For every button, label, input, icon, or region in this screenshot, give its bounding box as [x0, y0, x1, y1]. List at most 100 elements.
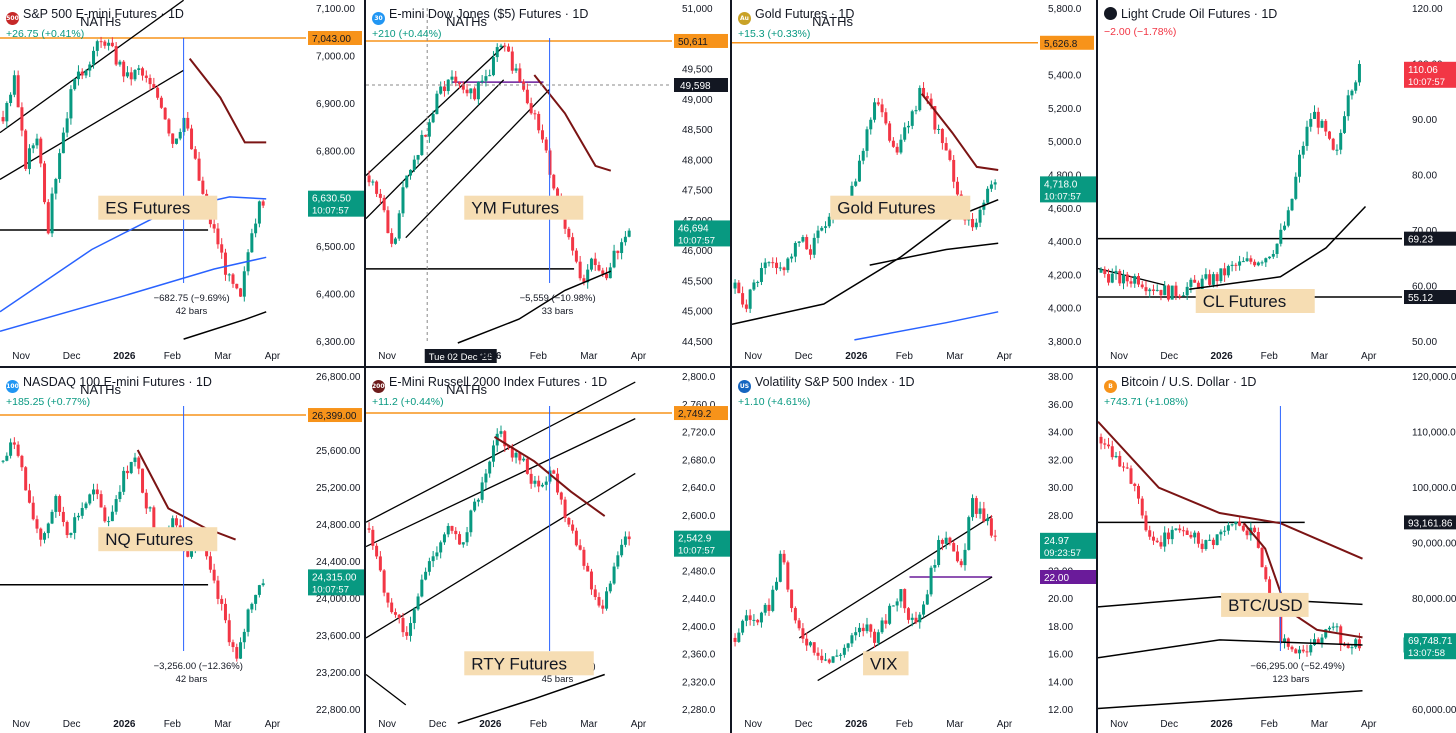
candle-body: [1268, 579, 1272, 594]
chart-title[interactable]: Bitcoin / U.S. Dollar · 1D: [1121, 375, 1257, 389]
chart-panel[interactable]: 120,000.00 110,000.00 100,000.00 90,000.00 8…: [1098, 368, 1456, 733]
candle-body: [1354, 639, 1358, 648]
price-change: +1.10 (+4.61%): [738, 396, 811, 408]
candle-body: [114, 46, 118, 65]
candle-body: [971, 218, 975, 228]
y-tick-label: 36.00: [1048, 400, 1073, 411]
ath-price-value: 5,626.8: [1044, 39, 1078, 50]
chart-title[interactable]: E-mini Dow Jones ($5) Futures · 1D: [389, 7, 589, 21]
y-tick-label: 48,500: [682, 125, 713, 136]
big-label-box: [464, 195, 584, 220]
candle-body: [1099, 436, 1103, 444]
symbol-icon: 500: [6, 12, 19, 25]
candle-body: [95, 489, 99, 495]
y-tick-label: 80,000.00: [1412, 594, 1456, 605]
chart-panel[interactable]: 120.00100.0090.0080.0070.0060.0050.00Nov…: [1098, 0, 1456, 365]
candle-body: [469, 510, 473, 533]
x-tick-label: Feb: [530, 719, 548, 730]
candle-body: [778, 553, 782, 582]
candle-body: [46, 202, 50, 234]
candle-body: [1335, 149, 1339, 151]
candle-body: [605, 273, 609, 279]
candle-body: [510, 51, 514, 71]
candle-body: [1223, 530, 1227, 532]
candle-body: [1193, 532, 1197, 538]
candle-body: [208, 556, 212, 570]
candle-body: [925, 594, 929, 605]
candle-body: [1125, 467, 1129, 469]
y-tick-label: 49,500: [682, 65, 713, 76]
candle-body: [1103, 269, 1107, 275]
measure-bars: 42 bars: [176, 674, 208, 685]
x-tick-label: Apr: [265, 351, 281, 362]
y-tick-label: 28.00: [1048, 511, 1073, 522]
current-price-value: 2,542.9: [678, 534, 712, 545]
candle-body: [1320, 637, 1324, 644]
level-price-tag: [1404, 231, 1456, 246]
candle-body: [476, 499, 480, 502]
chart-title[interactable]: E-Mini Russell 2000 Index Futures · 1D: [389, 375, 608, 389]
big-label: NQ Futures: [105, 530, 193, 549]
chart-panel[interactable]: 51,00050,00049,50049,00048,50048,00047,5…: [366, 0, 730, 365]
candle-body: [880, 620, 884, 633]
candle-body: [261, 201, 265, 206]
y-tick-label: 20.00: [1048, 594, 1073, 605]
y-tick-label: 23,200.00: [316, 668, 361, 679]
candle-body: [95, 41, 99, 51]
candle-body: [73, 79, 77, 90]
candle-body: [148, 77, 152, 85]
candle-body: [1189, 279, 1193, 287]
ath-price-tag: [674, 406, 728, 421]
chart-panel[interactable]: 2,800.0 2,760.0 2,720.0 2,680.0 2,640.0 2,600…: [366, 368, 730, 733]
candle-body: [454, 76, 458, 83]
countdown-value: 10:07:57: [312, 584, 349, 595]
chart-panel[interactable]: 26,800.0026,000.0025,600.0025,200.0024,8…: [0, 368, 364, 733]
chart-title[interactable]: Gold Futures · 1D: [755, 7, 855, 21]
x-tick-label: Nov: [378, 719, 396, 730]
candle-body: [1118, 455, 1122, 467]
candle-body: [906, 608, 910, 620]
candle-body: [933, 106, 937, 130]
chart-title[interactable]: NASDAQ 100 E-mini Futures · 1D: [23, 375, 212, 389]
chart-svg: 5,800.05,600.05,400.05,200.05,000.04,800…: [732, 4, 1096, 362]
chart-header: 30 E-mini Dow Jones ($5) Futures · 1D +210…: [372, 5, 588, 40]
ma-fast-line: [1098, 421, 1363, 560]
candle-body: [782, 553, 786, 563]
candle-body: [1301, 649, 1305, 652]
trend-line: [366, 418, 636, 548]
candle-body: [92, 50, 96, 65]
ma-black-line: [1189, 205, 1367, 290]
chart-panel[interactable]: 7,100.007,000.006,900.006,800.006,700.00…: [0, 0, 364, 365]
candle-body: [1271, 253, 1275, 257]
chart-title[interactable]: Light Crude Oil Futures · 1D: [1121, 7, 1278, 21]
chart-panel[interactable]: 5,800.05,600.05,400.05,200.05,000.04,800…: [732, 0, 1096, 365]
candle-body: [412, 159, 416, 170]
candle-body: [861, 627, 865, 632]
y-tick-label: 60,000.00: [1412, 705, 1456, 716]
chart-header: 500 S&P 500 E-mini Futures · 1D +26.75 (+0…: [6, 5, 184, 40]
chart-svg: 7,100.007,000.006,900.006,800.006,700.00…: [0, 0, 364, 362]
candle-body: [110, 511, 114, 522]
x-tick-label: Dec: [1160, 351, 1178, 362]
chart-title[interactable]: S&P 500 E-mini Futures · 1D: [23, 7, 184, 21]
candle-body: [1099, 269, 1103, 273]
candle-body: [1354, 82, 1358, 91]
big-label-box: [1195, 289, 1315, 313]
candle-body: [409, 169, 413, 176]
candle-body: [854, 181, 858, 186]
chart-title[interactable]: Volatility S&P 500 Index · 1D: [755, 375, 915, 389]
candle-body: [1114, 455, 1118, 458]
candle-body: [461, 542, 465, 545]
candle-body: [888, 605, 892, 624]
naths-label: NATHs: [446, 14, 487, 29]
chart-panel[interactable]: 38.0036.0034.0032.0030.0028.0026.0022.00…: [732, 368, 1096, 733]
candle-body: [876, 632, 880, 643]
ma-slow-line: [854, 311, 999, 341]
candle-body: [148, 507, 152, 509]
candle-body: [873, 102, 877, 120]
candle-body: [144, 75, 148, 78]
candle-body: [518, 452, 522, 461]
current-price-value: 110.06: [1408, 65, 1438, 76]
candle-body: [205, 548, 209, 557]
candle-body: [616, 555, 620, 567]
